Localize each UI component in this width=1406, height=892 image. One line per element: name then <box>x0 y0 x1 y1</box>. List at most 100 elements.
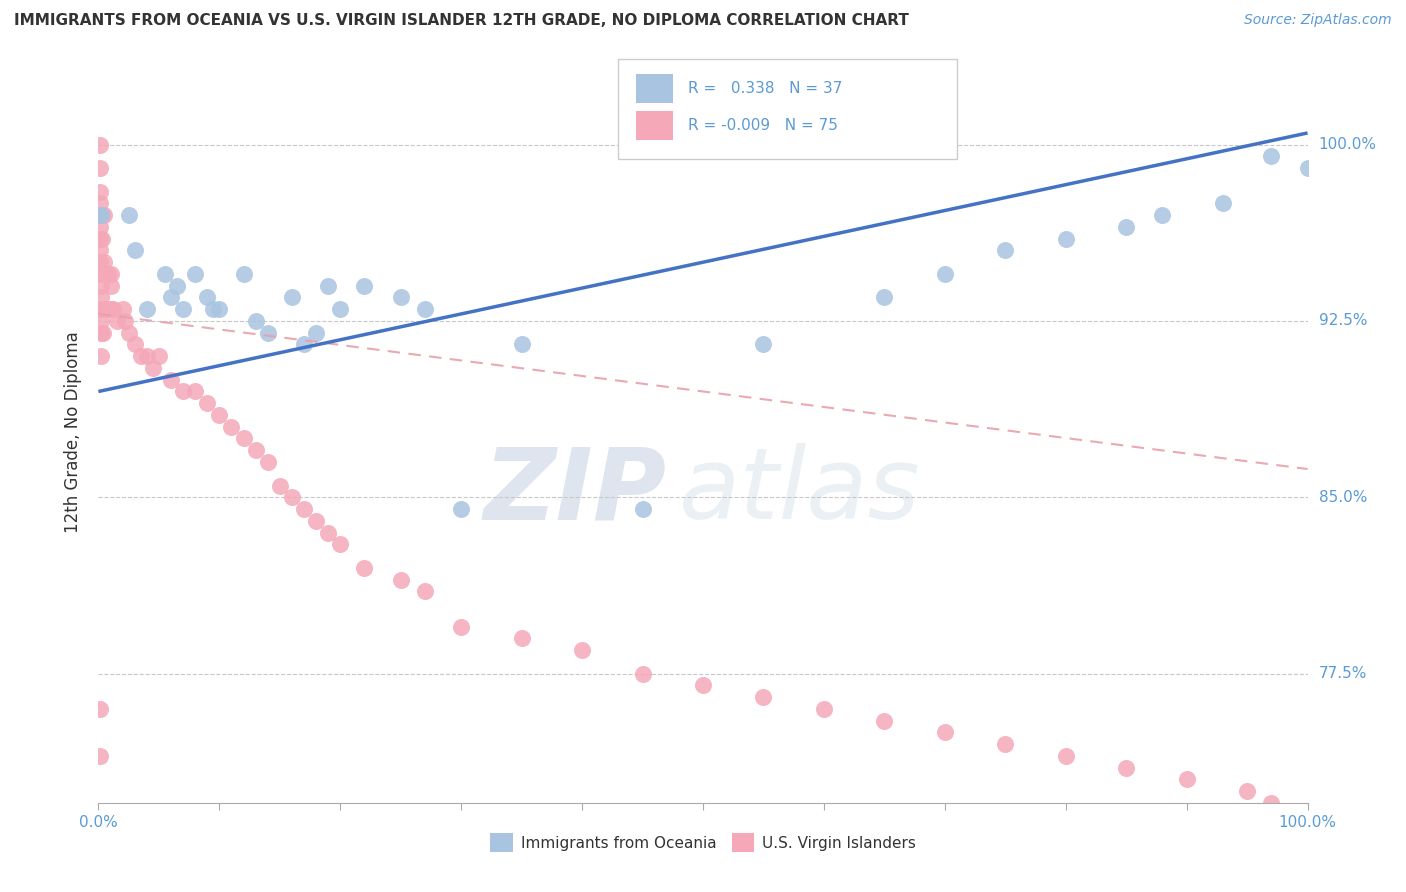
Point <box>1115 760 1137 774</box>
Point <box>89 232 111 246</box>
Point <box>135 349 157 363</box>
Text: 85.0%: 85.0% <box>1319 490 1367 505</box>
Point <box>1260 796 1282 810</box>
Point <box>873 714 896 728</box>
Text: Source: ZipAtlas.com: Source: ZipAtlas.com <box>1244 13 1392 28</box>
Point <box>1260 149 1282 163</box>
Point <box>1115 219 1137 234</box>
Point <box>269 478 291 492</box>
Point <box>129 349 152 363</box>
Point <box>166 278 188 293</box>
Point <box>89 185 111 199</box>
Point <box>172 384 194 399</box>
Point <box>160 290 183 304</box>
Point <box>1054 232 1077 246</box>
Point <box>281 290 304 304</box>
Point <box>813 702 835 716</box>
Point <box>1296 161 1319 176</box>
Point <box>91 302 114 317</box>
Point <box>118 326 141 340</box>
Point <box>292 502 315 516</box>
Point <box>89 255 111 269</box>
Point <box>100 278 122 293</box>
Point <box>90 314 112 328</box>
Point <box>202 302 225 317</box>
Point <box>1236 784 1258 798</box>
Point <box>184 267 207 281</box>
Point <box>413 584 436 599</box>
Point <box>89 219 111 234</box>
Point <box>195 290 218 304</box>
Point <box>510 337 533 351</box>
Point <box>90 278 112 293</box>
Point <box>153 267 176 281</box>
Point <box>118 208 141 222</box>
Legend: Immigrants from Oceania, U.S. Virgin Islanders: Immigrants from Oceania, U.S. Virgin Isl… <box>484 827 922 858</box>
Point <box>172 302 194 317</box>
Point <box>142 361 165 376</box>
Point <box>994 244 1017 258</box>
Point <box>89 208 111 222</box>
Point <box>89 161 111 176</box>
Point <box>89 748 111 763</box>
Point <box>208 302 231 317</box>
Point <box>631 666 654 681</box>
Point <box>1054 748 1077 763</box>
Point <box>90 349 112 363</box>
Point <box>1175 772 1198 787</box>
Point <box>221 419 243 434</box>
Point <box>100 267 122 281</box>
Text: ZIP: ZIP <box>484 443 666 541</box>
Point <box>96 302 118 317</box>
Point <box>692 678 714 692</box>
Point <box>571 643 593 657</box>
Point <box>160 373 183 387</box>
Point <box>1212 196 1234 211</box>
Point <box>1152 208 1174 222</box>
Point <box>89 267 111 281</box>
Point <box>93 255 115 269</box>
Point <box>510 632 533 646</box>
Point <box>93 208 115 222</box>
Point <box>631 502 654 516</box>
Point <box>329 302 352 317</box>
Point <box>94 267 117 281</box>
Point <box>208 408 231 422</box>
Text: R =   0.338   N = 37: R = 0.338 N = 37 <box>689 81 842 95</box>
Point <box>256 326 278 340</box>
Point <box>91 232 114 246</box>
Point <box>413 302 436 317</box>
Text: R = -0.009   N = 75: R = -0.009 N = 75 <box>689 118 838 133</box>
Y-axis label: 12th Grade, No Diploma: 12th Grade, No Diploma <box>65 332 83 533</box>
Point <box>89 702 111 716</box>
Point <box>934 267 956 281</box>
Point <box>305 514 328 528</box>
Text: 92.5%: 92.5% <box>1319 313 1367 328</box>
Point <box>184 384 207 399</box>
Point <box>195 396 218 410</box>
Point <box>100 302 122 317</box>
Point <box>89 196 111 211</box>
Point <box>89 137 111 152</box>
Point <box>111 302 134 317</box>
Point <box>292 337 315 351</box>
Point <box>90 326 112 340</box>
Point <box>90 208 112 222</box>
FancyBboxPatch shape <box>619 59 957 159</box>
Point <box>873 290 896 304</box>
Point <box>316 278 339 293</box>
Point <box>101 302 124 317</box>
Point <box>450 619 472 633</box>
Point <box>124 337 146 351</box>
Point <box>752 690 775 704</box>
Text: IMMIGRANTS FROM OCEANIA VS U.S. VIRGIN ISLANDER 12TH GRADE, NO DIPLOMA CORRELATI: IMMIGRANTS FROM OCEANIA VS U.S. VIRGIN I… <box>14 13 908 29</box>
Point <box>232 432 254 446</box>
Point <box>353 561 375 575</box>
Text: 77.5%: 77.5% <box>1319 666 1367 681</box>
Point <box>1296 819 1319 833</box>
FancyBboxPatch shape <box>637 111 672 140</box>
Point <box>91 208 114 222</box>
Point <box>245 443 267 458</box>
Point <box>752 337 775 351</box>
Point <box>89 208 111 222</box>
